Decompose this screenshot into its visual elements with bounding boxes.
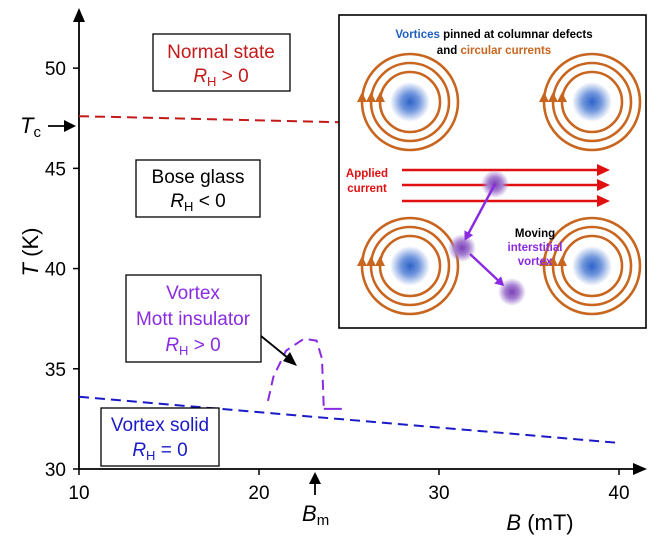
region-mott-rh: RH > 0 — [165, 335, 220, 358]
y-axis-arrowhead — [73, 8, 85, 22]
x-ticks: 10 20 30 40 — [68, 469, 630, 504]
region-mott-box — [125, 274, 262, 363]
x-tick-label: 20 — [248, 483, 269, 504]
y-tick-label: 40 — [45, 260, 66, 281]
region-normal-title: Normal state — [167, 42, 275, 63]
region-solid: Vortex solid RH = 0 — [100, 407, 220, 467]
region-solid-title: Vortex solid — [111, 415, 209, 436]
pinned-vortex-bottom-left — [357, 216, 460, 316]
region-mott-title-2: Mott insulator — [136, 309, 251, 330]
series-line-tc — [78, 115, 341, 124]
vortex-core — [572, 246, 612, 286]
region-glass: Bose glass RH < 0 — [135, 159, 261, 218]
region-mott: Vortex Mott insulator RH > 0 — [125, 274, 297, 366]
applied-current-head-2 — [597, 179, 610, 191]
bm-marker: Bm — [302, 472, 329, 529]
applied-current-head-3 — [597, 195, 610, 207]
moving-path-1 — [464, 183, 497, 241]
region-mott-pointer — [260, 335, 289, 359]
x-tick-label: 30 — [428, 483, 449, 504]
region-solid-rh: RH = 0 — [132, 440, 187, 463]
current-direction-arrows — [539, 256, 567, 266]
y-axis-title: T (K) — [18, 228, 43, 277]
pinned-vortex-top-left — [357, 52, 460, 152]
series-group — [78, 115, 620, 444]
region-mott-pointer-head — [283, 352, 297, 366]
moving-vortex-mid — [448, 234, 476, 262]
moving-path-2 — [469, 253, 505, 287]
current-direction-arrows — [539, 92, 567, 102]
tc-marker: Tc — [20, 113, 76, 141]
region-normal: Normal state RH > 0 — [152, 33, 291, 92]
current-direction-arrows — [357, 256, 385, 266]
x-tick-label: 10 — [68, 483, 89, 504]
moving-label-2: interstitial — [508, 242, 563, 254]
moving-label-3: vortex — [518, 256, 553, 268]
region-mott-title-1: Vortex — [166, 283, 220, 304]
series-line-mott — [267, 337, 325, 409]
bm-arrow-head — [309, 472, 321, 484]
current-direction-arrows — [357, 92, 385, 102]
vortex-core — [572, 82, 612, 122]
y-tick-label: 30 — [45, 460, 66, 481]
x-tick-label: 40 — [608, 483, 629, 504]
bm-label: Bm — [302, 501, 329, 529]
x-axis-title: B (mT) — [506, 510, 573, 535]
region-normal-box — [152, 33, 291, 92]
applied-current-head-1 — [597, 164, 610, 176]
pinned-vortex-top-right — [539, 52, 642, 152]
y-tick-label: 50 — [45, 59, 66, 80]
axes: 10 20 30 40 30 35 40 45 50 — [45, 8, 647, 504]
pinned-vortex-bottom-right — [539, 216, 642, 316]
y-tick-label: 35 — [45, 360, 66, 381]
moving-label-1: Moving — [515, 228, 555, 240]
moving-vortex-end — [498, 278, 526, 306]
vortex-core — [390, 82, 430, 122]
inset-title-line-1: Vortices pinned at columnar defects — [395, 29, 592, 41]
region-glass-rh: RH < 0 — [170, 191, 225, 214]
vortex-core — [390, 246, 430, 286]
inset-title-line-2: and circular currents — [437, 45, 551, 57]
y-tick-label: 45 — [45, 159, 66, 180]
tc-label: Tc — [20, 113, 41, 141]
region-normal-rh: RH > 0 — [193, 66, 248, 89]
region-solid-box — [100, 407, 220, 467]
region-glass-box — [135, 159, 261, 218]
x-axis-arrowhead — [633, 463, 647, 475]
y-ticks: 30 35 40 45 50 — [45, 59, 79, 481]
inset-schematic: Vortices pinned at columnar defects and … — [338, 14, 647, 329]
series-line-solid — [78, 395, 620, 444]
applied-current-label-2: current — [347, 183, 387, 195]
region-glass-title: Bose glass — [152, 167, 245, 188]
applied-current-label-1: Applied — [346, 168, 388, 180]
tc-arrow-head — [64, 120, 76, 132]
